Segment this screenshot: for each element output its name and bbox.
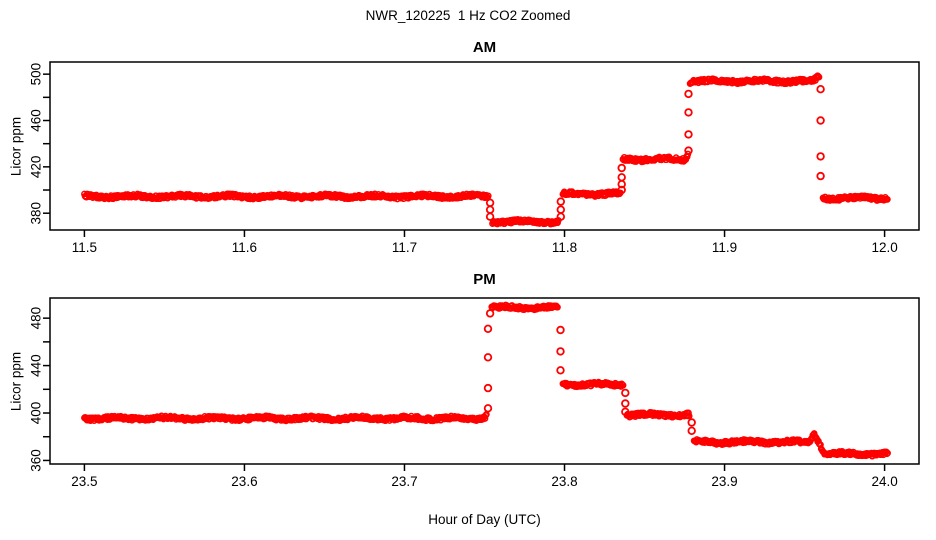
y-tick-label: 480	[29, 307, 44, 330]
am-panel-title: AM	[472, 39, 497, 56]
transition-point	[556, 205, 565, 214]
pm-y-axis-label: Licor ppm	[8, 351, 24, 412]
x-tick-label: 11.8	[552, 240, 577, 255]
transition-point	[485, 198, 495, 207]
transition-point	[816, 152, 825, 161]
x-tick-label: 23.9	[711, 474, 737, 489]
am-co2-series	[81, 72, 891, 228]
plot-frame	[49, 61, 920, 231]
y-tick-label: 380	[29, 202, 44, 225]
x-tick-label: 12.0	[871, 240, 897, 255]
pm-panel-title: PM	[473, 271, 496, 288]
pm-co2-series	[81, 301, 891, 460]
transition-point	[483, 383, 493, 393]
transition-point	[483, 353, 493, 362]
transition-point	[621, 399, 630, 408]
transition-point	[617, 163, 626, 173]
am-y-axis-label: Licor ppm	[8, 116, 24, 177]
plot-frame	[49, 297, 920, 465]
x-tick-label: 11.9	[712, 240, 737, 255]
y-tick-label: 360	[29, 449, 44, 472]
transition-point	[485, 309, 495, 318]
pm-panel: 23.5 23.6 23.7 23.8 23.9 24.0 360 400 440 480	[29, 297, 920, 489]
transition-point	[816, 116, 825, 125]
x-axis-label: Hour of Day (UTC)	[428, 512, 541, 527]
transition-point	[816, 171, 825, 181]
transition-point	[556, 366, 565, 375]
transition-point	[485, 212, 495, 221]
transition-point	[684, 108, 693, 117]
am-panel: 11.5 11.6 11.7 11.8 11.9 12.0 380 420 460 500	[29, 61, 920, 255]
transition-point	[556, 347, 565, 356]
y-tick-label: 460	[29, 109, 44, 132]
x-tick-label: 23.5	[71, 474, 97, 489]
transition-point	[556, 325, 565, 335]
transition-point	[684, 130, 693, 139]
x-tick-label: 24.0	[871, 474, 897, 489]
y-tick-label: 400	[29, 402, 44, 425]
transition-point	[617, 173, 626, 182]
transition-point	[483, 324, 493, 333]
transition-point	[687, 426, 696, 435]
transition-point	[816, 84, 825, 94]
transition-point	[621, 407, 630, 416]
x-tick-label: 11.6	[232, 240, 257, 255]
transition-point	[556, 197, 565, 206]
y-tick-label: 440	[29, 354, 44, 377]
transition-point	[684, 89, 693, 99]
transition-point	[621, 388, 630, 398]
x-tick-label: 11.5	[72, 240, 97, 255]
transition-point	[483, 404, 493, 413]
transition-point	[485, 205, 495, 214]
transition-point	[687, 418, 696, 427]
transition-point	[684, 146, 693, 155]
x-tick-label: 23.8	[551, 474, 577, 489]
x-tick-label: 11.7	[392, 240, 417, 255]
x-tick-label: 23.7	[391, 474, 417, 489]
y-tick-label: 500	[29, 63, 44, 86]
figure-title: NWR_120225 1 Hz CO2 Zoomed	[365, 8, 571, 23]
y-tick-label: 420	[29, 156, 44, 179]
x-tick-label: 23.6	[231, 474, 257, 489]
